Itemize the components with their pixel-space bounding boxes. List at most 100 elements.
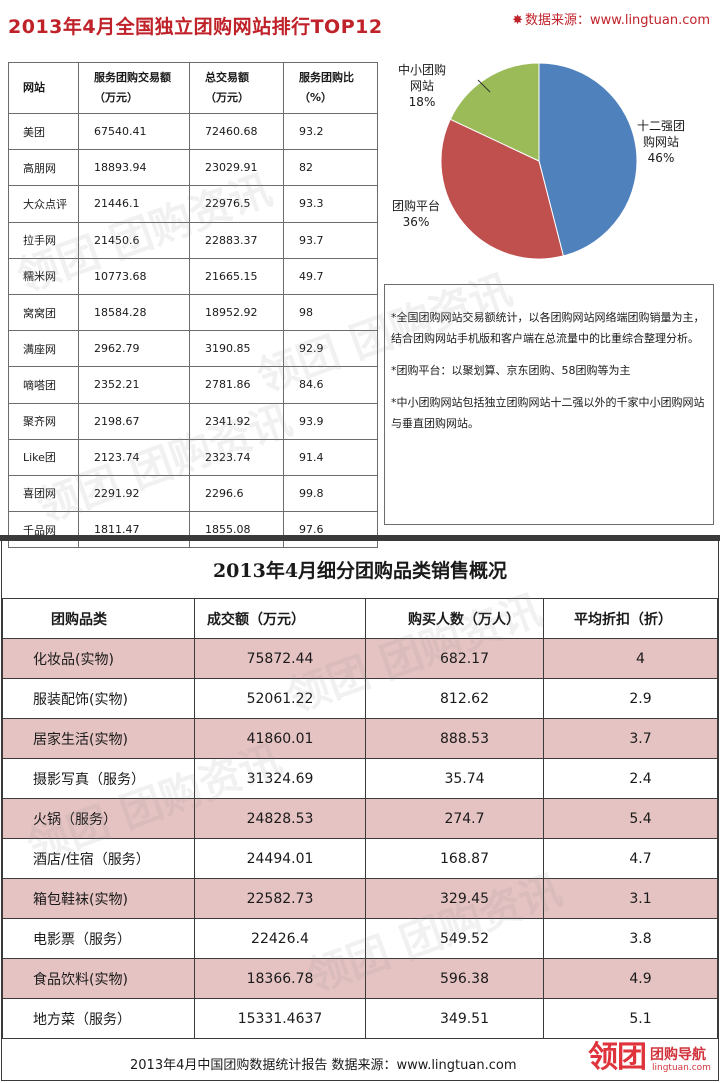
table-cell: 18893.94	[78, 149, 190, 187]
table-row: 摄影写真（服务） 31324.69 35.74 2.4	[2, 758, 718, 799]
logo-main-text: 领团	[588, 1040, 647, 1075]
notes-box: *全国团购网站交易额统计，以各团购网站网络端团购销量为主，结合团购网站手机版和客…	[384, 284, 714, 525]
pie-slice-1	[440, 118, 564, 260]
top12-col-2: 总交易额 （万元）	[189, 62, 284, 114]
table-cell: 82	[283, 149, 378, 187]
table-cell: 4.7	[543, 838, 718, 879]
table-row: 地方菜（服务） 15331.4637 349.51 5.1	[2, 998, 718, 1039]
table-row: 化妆品(实物) 75872.44 682.17 4	[2, 638, 718, 679]
top12-col-3-line1: 服务团购比	[299, 71, 354, 84]
table-cell: 3.8	[543, 918, 718, 959]
table-cell: 84.6	[283, 366, 378, 404]
data-source-text: 数据来源：www.lingtuan.com	[525, 13, 710, 28]
table-cell: 1811.47	[78, 511, 190, 549]
star-icon: ✸	[512, 13, 523, 28]
pie-label-platform-value: 36%	[402, 215, 430, 229]
category-col-0: 团购品类	[2, 598, 195, 639]
category-body: 化妆品(实物) 75872.44 682.17 4 服装配饰(实物) 52061.22 81…	[2, 638, 718, 1039]
table-cell: 聚齐网	[8, 402, 79, 440]
table-cell: 812.62	[365, 678, 544, 719]
table-cell: 72460.68	[189, 112, 284, 151]
table-cell: 服装配饰(实物)	[2, 678, 195, 719]
table-cell: 嘀嗒团	[8, 366, 79, 404]
table-cell: 4	[543, 638, 718, 679]
table-cell: 10773.68	[78, 257, 190, 295]
table-cell: 21450.6	[78, 221, 190, 259]
table-cell: 93.3	[283, 185, 378, 223]
table-cell: 92.9	[283, 330, 378, 368]
section-divider	[0, 535, 720, 541]
table-cell: 糯米网	[8, 257, 79, 295]
table-cell: 3.7	[543, 718, 718, 759]
table-cell: 2323.74	[189, 438, 284, 476]
pie-label-platform: 团购平台 36%	[392, 198, 440, 230]
table-row: 大众点评 21446.1 22976.5 93.3	[8, 185, 378, 223]
table-cell: 2962.79	[78, 330, 190, 368]
table-cell: 93.2	[283, 112, 378, 151]
table-cell: 美团	[8, 112, 79, 151]
table-cell: 31324.69	[194, 758, 366, 799]
table-cell: 93.7	[283, 221, 378, 259]
table-cell: 168.87	[365, 838, 544, 879]
table-cell: 喜团网	[8, 474, 79, 513]
table-row: 喜团网 2291.92 2296.6 99.8	[8, 474, 378, 513]
table-row: 服装配饰(实物) 52061.22 812.62 2.9	[2, 678, 718, 719]
table-cell: 5.4	[543, 798, 718, 839]
table-cell: 高朋网	[8, 149, 79, 187]
table-cell: 349.51	[365, 998, 544, 1039]
top12-col-2-line1: 总交易额	[205, 71, 249, 84]
lingtuan-logo: 领团 团购导航 lingtuan.com	[588, 1040, 718, 1080]
pie-label-small: 中小团购 网站 18%	[398, 62, 446, 110]
table-cell: Like团	[8, 438, 79, 476]
category-col-3: 平均折扣（折）	[543, 598, 718, 639]
table-cell: 拉手网	[8, 221, 79, 259]
table-cell: 千品网	[8, 511, 79, 549]
table-cell: 35.74	[365, 758, 544, 799]
table-cell: 22426.4	[194, 918, 366, 959]
table-cell: 2.9	[543, 678, 718, 719]
table-cell: 596.38	[365, 958, 544, 999]
table-cell: 5.1	[543, 998, 718, 1039]
table-cell: 682.17	[365, 638, 544, 679]
table-cell: 满座网	[8, 330, 79, 368]
table-cell: 电影票（服务）	[2, 918, 195, 959]
table-cell: 93.9	[283, 402, 378, 440]
table-cell: 99.8	[283, 474, 378, 513]
pie-slice-2	[449, 62, 540, 162]
category-section: 2013年4月细分团购品类销售概况 团购品类 成交额（万元） 购买人数（万人） 平均折…	[1, 541, 719, 1081]
table-row: 拉手网 21450.6 22883.37 93.7	[8, 221, 378, 259]
table-cell: 24828.53	[194, 798, 366, 839]
table-cell: 21446.1	[78, 185, 190, 223]
table-cell: 2781.86	[189, 366, 284, 404]
table-cell: 24494.01	[194, 838, 366, 879]
category-title: 2013年4月细分团购品类销售概况	[212, 560, 508, 582]
top12-col-1-line1: 服务团购交易额	[94, 71, 171, 84]
table-row: Like团 2123.74 2323.74 91.4	[8, 438, 378, 476]
pie-label-platform-name1: 团购平台	[392, 199, 441, 213]
table-row: 高朋网 18893.94 23029.91 82	[8, 149, 378, 187]
header: 2013年4月全国独立团购网站排行TOP12 ✸ 数据来源：www.lingtua…	[0, 0, 720, 44]
logo-nav-text: 团购导航	[650, 1047, 706, 1063]
pie-leader-line	[477, 79, 491, 93]
table-cell: 91.4	[283, 438, 378, 476]
table-cell: 41860.01	[194, 718, 366, 759]
table-cell: 2198.67	[78, 402, 190, 440]
table-cell: 酒店/住宿（服务）	[2, 838, 195, 879]
table-row: 聚齐网 2198.67 2341.92 93.9	[8, 402, 378, 440]
table-cell: 549.52	[365, 918, 544, 959]
table-cell: 居家生活(实物)	[2, 718, 195, 759]
table-cell: 67540.41	[78, 112, 190, 151]
table-cell: 18584.28	[78, 293, 190, 332]
table-cell: 274.7	[365, 798, 544, 839]
note-2: *团购平台：以聚划算、京东团购、58团购等为主	[391, 364, 631, 377]
main-title: 2013年4月全国独立团购网站排行TOP12	[8, 16, 383, 38]
table-cell: 2341.92	[189, 402, 284, 440]
category-header-row: 团购品类 成交额（万元） 购买人数（万人） 平均折扣（折）	[2, 598, 718, 639]
table-row: 千品网 1811.47 1855.08 97.6	[8, 511, 378, 549]
table-cell: 3.1	[543, 878, 718, 919]
table-cell: 15331.4637	[194, 998, 366, 1039]
top12-col-2-line2: （万元）	[205, 91, 249, 104]
top12-col-1-line2: （万元）	[94, 91, 138, 104]
table-row: 火锅（服务） 24828.53 274.7 5.4	[2, 798, 718, 839]
table-cell: 97.6	[283, 511, 378, 549]
